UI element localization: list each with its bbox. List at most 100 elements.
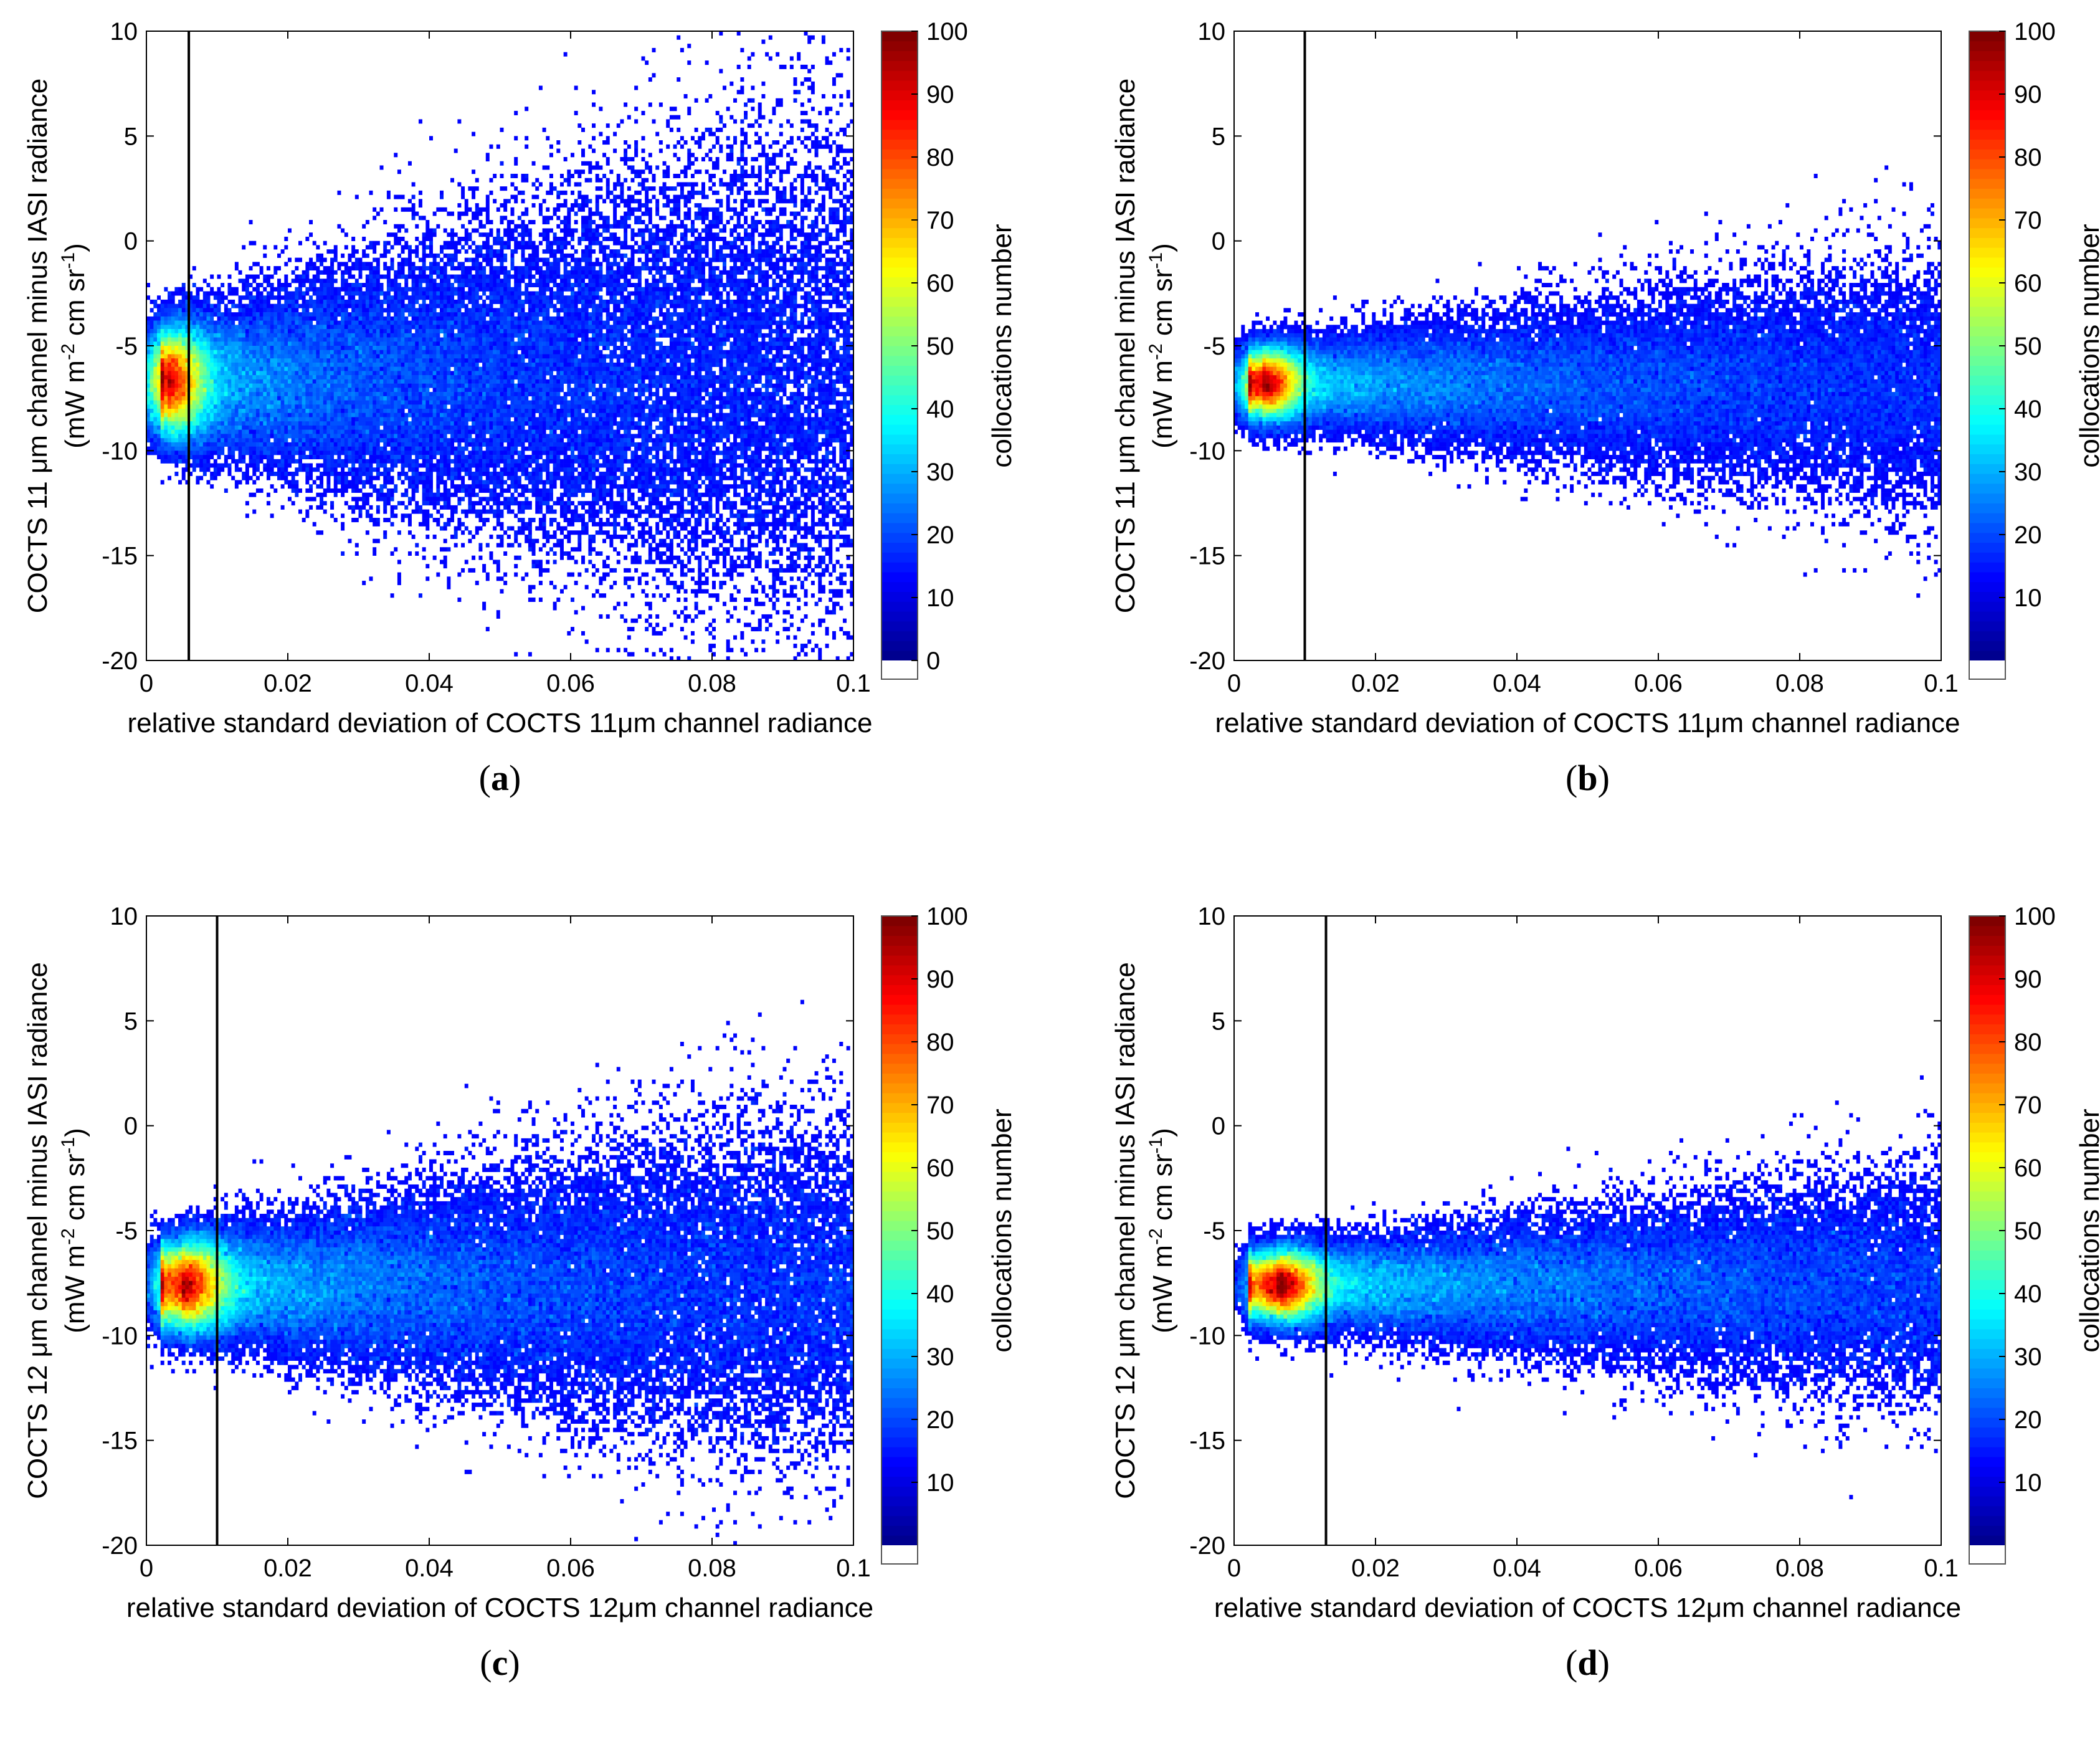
- heatmap-cell: [804, 110, 808, 115]
- heatmap-cell: [432, 299, 437, 304]
- heatmap-cell: [503, 299, 508, 304]
- heatmap-cell: [563, 216, 568, 221]
- heatmap-cell: [316, 245, 320, 250]
- heatmap-cell: [146, 325, 150, 330]
- heatmap-cell: [609, 325, 614, 330]
- heatmap-cell: [765, 169, 769, 174]
- heatmap-cell: [362, 308, 366, 313]
- heatmap-cell: [779, 102, 783, 107]
- heatmap-cell: [464, 329, 468, 334]
- heatmap-cell: [546, 241, 550, 245]
- heatmap-cell: [407, 249, 412, 254]
- heatmap-cell: [592, 325, 596, 330]
- heatmap-cell: [599, 308, 603, 313]
- heatmap-cell: [648, 232, 652, 237]
- heatmap-cell: [333, 312, 338, 317]
- heatmap-cell: [549, 287, 553, 292]
- heatmap-cell: [390, 303, 394, 308]
- heatmap-cell: [624, 228, 628, 233]
- heatmap-cell: [528, 312, 532, 317]
- heatmap-cell: [698, 249, 702, 254]
- heatmap-cell: [797, 303, 801, 308]
- heatmap-cell: [835, 211, 840, 216]
- heatmap-cell: [493, 266, 497, 271]
- heatmap-cell: [373, 325, 377, 330]
- heatmap-cell: [234, 291, 239, 296]
- heatmap-cell: [305, 312, 310, 317]
- heatmap-cell: [655, 299, 660, 304]
- heatmap-cell: [832, 199, 836, 204]
- heatmap-cell: [461, 303, 465, 308]
- heatmap-cell: [800, 220, 804, 225]
- heatmap-cell: [330, 257, 335, 262]
- heatmap-cell: [599, 283, 603, 288]
- heatmap-cell: [411, 194, 416, 199]
- heatmap-cell: [284, 283, 288, 288]
- heatmap-cell: [782, 320, 787, 325]
- heatmap-cell: [358, 312, 363, 317]
- heatmap-cell: [196, 325, 200, 330]
- heatmap-cell: [687, 299, 691, 304]
- heatmap-cell: [284, 320, 288, 325]
- heatmap-cell: [687, 274, 691, 279]
- heatmap-cell: [401, 295, 405, 300]
- heatmap-cell: [698, 270, 702, 275]
- heatmap-cell: [538, 320, 543, 325]
- heatmap-cell: [221, 325, 225, 330]
- heatmap-cell: [800, 253, 804, 258]
- heatmap-cell: [793, 325, 797, 330]
- heatmap-cell: [263, 245, 267, 250]
- heatmap-cell: [602, 245, 607, 250]
- heatmap-cell: [383, 325, 387, 330]
- heatmap-cell: [362, 337, 366, 342]
- heatmap-cell: [807, 262, 812, 267]
- heatmap-cell: [630, 253, 635, 258]
- heatmap-cell: [616, 287, 620, 292]
- heatmap-cell: [514, 279, 518, 284]
- heatmap-cell: [698, 190, 702, 195]
- heatmap-cell: [701, 312, 705, 317]
- heatmap-cell: [588, 337, 592, 342]
- heatmap-cell: [174, 308, 179, 313]
- heatmap-cell: [517, 303, 521, 308]
- heatmap-cell: [729, 325, 734, 330]
- heatmap-cell: [637, 199, 642, 204]
- heatmap-cell: [592, 283, 596, 288]
- heatmap-cell: [407, 199, 412, 204]
- heatmap-cell: [634, 85, 639, 90]
- heatmap-cell: [839, 283, 843, 288]
- heatmap-cell: [754, 333, 759, 338]
- heatmap-cell: [425, 236, 430, 241]
- heatmap-cell: [846, 199, 850, 204]
- heatmap-cell: [846, 257, 850, 262]
- heatmap-cell: [736, 295, 741, 300]
- heatmap-cell: [577, 123, 582, 128]
- heatmap-cell: [677, 295, 681, 300]
- heatmap-cell: [789, 56, 794, 61]
- heatmap-cell: [436, 325, 440, 330]
- heatmap-cell: [627, 157, 631, 162]
- heatmap-cell: [563, 325, 568, 330]
- heatmap-cell: [454, 241, 458, 245]
- heatmap-cell: [581, 320, 585, 325]
- heatmap-cell: [814, 232, 819, 237]
- heatmap-cell: [549, 329, 553, 334]
- heatmap-cell: [295, 257, 299, 262]
- heatmap-cell: [221, 283, 225, 288]
- heatmap-cell: [365, 325, 369, 330]
- heatmap-cell: [326, 337, 331, 342]
- heatmap-cell: [673, 279, 677, 284]
- heatmap-cell: [645, 253, 649, 258]
- heatmap-cell: [609, 236, 614, 241]
- heatmap-cell: [630, 270, 635, 275]
- heatmap-cell: [373, 287, 377, 292]
- heatmap-cell: [227, 308, 232, 313]
- heatmap-cell: [708, 178, 713, 183]
- heatmap-cell: [432, 211, 437, 216]
- heatmap-cell: [829, 131, 833, 136]
- heatmap-cell: [535, 245, 539, 250]
- heatmap-cell: [694, 245, 698, 250]
- heatmap-cell: [189, 316, 193, 321]
- heatmap-cell: [751, 165, 755, 170]
- heatmap-cell: [531, 295, 536, 300]
